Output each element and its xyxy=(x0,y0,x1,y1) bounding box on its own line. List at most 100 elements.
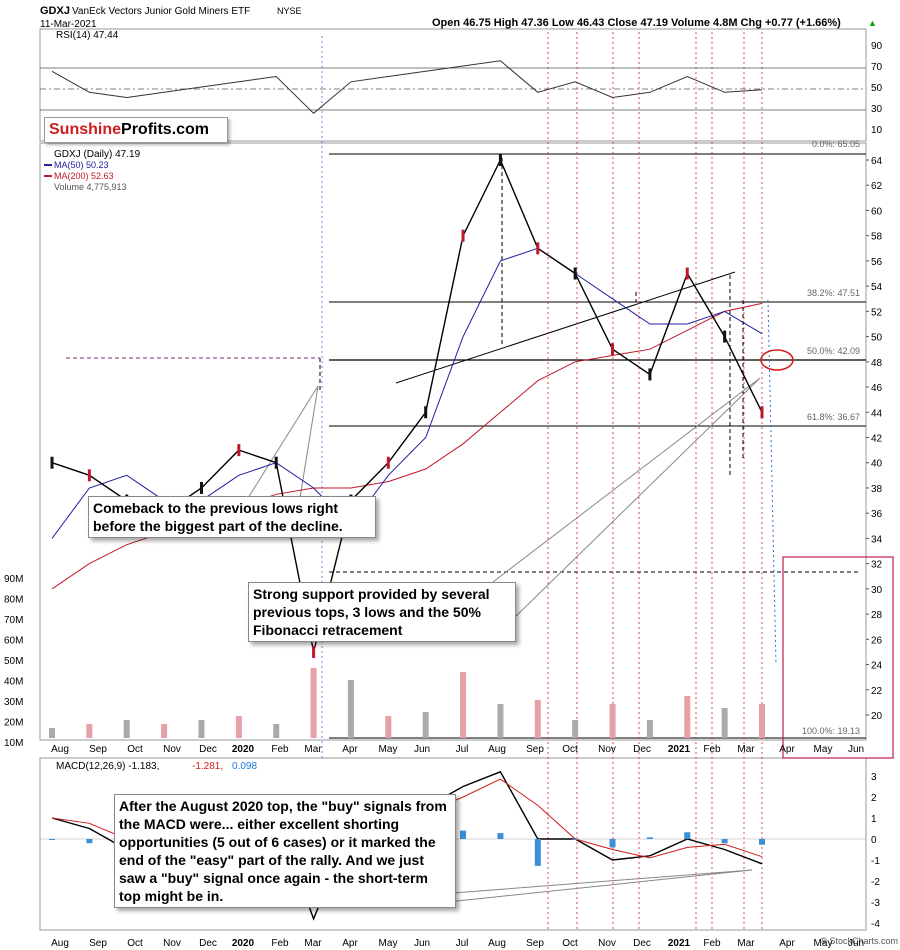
volume-bar-12 xyxy=(497,704,504,738)
copyright: © StockCharts.com xyxy=(820,936,898,946)
price-candle-7 xyxy=(312,645,316,658)
price-candle-15 xyxy=(611,343,615,356)
volume-tick-10M: 10M xyxy=(4,738,23,749)
price-tick-48: 48 xyxy=(871,358,883,369)
rsi-label: RSI(14) 47.44 xyxy=(56,30,119,41)
volume-tick-30M: 30M xyxy=(4,697,23,708)
price-tick-30: 30 xyxy=(871,585,883,596)
volume-bar-2 xyxy=(123,720,130,738)
rsi-line xyxy=(51,60,763,114)
volume-bar-6 xyxy=(273,724,280,738)
x-label-bottom-2: Oct xyxy=(127,938,143,949)
price-candle-19 xyxy=(760,406,764,419)
macd-hist-bar-1 xyxy=(86,839,93,844)
macd-tick--1: -1 xyxy=(871,856,880,867)
price-candle-17 xyxy=(685,267,689,280)
x-label-0: Aug xyxy=(51,744,69,755)
price-tick-50: 50 xyxy=(871,333,883,344)
ticker-name: VanEck Vectors Junior Gold Miners ETF xyxy=(72,6,250,17)
x-label-19: Mar xyxy=(737,744,755,755)
legend-volume: Volume 4,775,913 xyxy=(54,182,127,192)
x-label-bottom-1: Sep xyxy=(89,938,107,949)
fib-label-3: 61.8%: 36.67 xyxy=(807,412,860,422)
price-tick-34: 34 xyxy=(871,534,883,545)
sunshine-profits-logo: SunshineProfits.com xyxy=(44,117,228,143)
volume-bar-19 xyxy=(759,704,765,738)
x-label-15: Nov xyxy=(598,744,616,755)
x-label-11: Jul xyxy=(456,744,469,755)
x-label-bottom-0: Aug xyxy=(51,938,69,949)
price-tick-52: 52 xyxy=(871,307,883,318)
macd-label-black: MACD(12,26,9) -1.183, xyxy=(56,761,159,772)
price-candle-16 xyxy=(648,368,652,381)
legend-ma200: MA(200) 52.63 xyxy=(54,171,114,181)
volume-tick-40M: 40M xyxy=(4,677,23,688)
price-line xyxy=(51,158,763,653)
price-tick-36: 36 xyxy=(871,509,883,520)
x-label-bottom-20: Apr xyxy=(779,938,795,949)
x-label-bottom-3: Nov xyxy=(163,938,181,949)
x-label-2: Oct xyxy=(127,744,143,755)
volume-bar-3 xyxy=(161,724,168,738)
price-candle-6 xyxy=(274,456,278,469)
macd-tick-0: 0 xyxy=(871,835,877,846)
x-label-20: Apr xyxy=(779,744,795,755)
price-tick-60: 60 xyxy=(871,206,883,217)
annotation-comeback: Comeback to the previous lows right befo… xyxy=(88,496,376,538)
macd-panel-frame xyxy=(39,757,867,931)
x-label-1: Sep xyxy=(89,744,107,755)
x-label-3: Nov xyxy=(163,744,181,755)
rsi-tick-10: 10 xyxy=(871,125,883,136)
fib-label-4: 100.0%: 19.13 xyxy=(802,726,860,736)
price-tick-42: 42 xyxy=(871,434,883,445)
price-candle-0 xyxy=(50,456,54,469)
price-tick-22: 22 xyxy=(871,686,883,697)
x-label-bottom-6: Feb xyxy=(271,938,289,949)
x-label-bottom-19: Mar xyxy=(737,938,755,949)
x-label-18: Feb xyxy=(703,744,721,755)
x-label-16: Dec xyxy=(633,744,651,755)
volume-bar-11 xyxy=(460,672,467,738)
volume-tick-60M: 60M xyxy=(4,636,23,647)
volume-bar-9 xyxy=(385,716,392,738)
x-label-12: Aug xyxy=(488,744,506,755)
volume-bar-10 xyxy=(422,712,429,738)
macd-tick--3: -3 xyxy=(871,898,880,909)
macd-label-blue: 0.098 xyxy=(232,761,257,772)
x-label-8: Apr xyxy=(342,744,358,755)
volume-bar-4 xyxy=(198,720,205,738)
x-label-bottom-17: 2021 xyxy=(668,938,691,949)
x-label-13: Sep xyxy=(526,744,544,755)
volume-tick-50M: 50M xyxy=(4,656,23,667)
macd-tick--2: -2 xyxy=(871,877,880,888)
macd-tick--4: -4 xyxy=(871,919,880,930)
volume-bar-1 xyxy=(86,724,93,738)
annotation-macd: After the August 2020 top, the "buy" sig… xyxy=(114,794,456,908)
ohlc-summary: Open 46.75 High 47.36 Low 46.43 Close 47… xyxy=(432,17,841,29)
price-candle-4 xyxy=(199,481,203,494)
x-label-bottom-12: Aug xyxy=(488,938,506,949)
volume-bar-16 xyxy=(646,720,653,738)
rsi-tick-50: 50 xyxy=(871,83,883,94)
x-label-bottom-9: May xyxy=(379,938,398,949)
price-candle-14 xyxy=(573,267,577,280)
volume-bar-13 xyxy=(534,700,541,738)
ma200-line xyxy=(51,302,763,590)
price-tick-54: 54 xyxy=(871,282,883,293)
x-label-bottom-10: Jun xyxy=(414,938,430,949)
price-tick-38: 38 xyxy=(871,484,883,495)
macd-hist-bar-15 xyxy=(609,839,616,848)
volume-tick-90M: 90M xyxy=(4,574,23,585)
volume-bar-8 xyxy=(347,680,354,738)
ma50-line xyxy=(51,247,763,539)
macd-tick-1: 1 xyxy=(871,814,877,825)
price-candle-12 xyxy=(498,154,502,166)
price-tick-56: 56 xyxy=(871,257,883,268)
price-tick-64: 64 xyxy=(871,156,883,167)
ticker-symbol: GDXJ xyxy=(40,5,70,17)
x-label-9: May xyxy=(379,744,398,755)
volume-bar-15 xyxy=(609,704,616,738)
logo-part1: Sunshine xyxy=(49,121,122,138)
rsi-tick-70: 70 xyxy=(871,62,883,73)
x-label-bottom-22: Jun xyxy=(848,938,864,949)
